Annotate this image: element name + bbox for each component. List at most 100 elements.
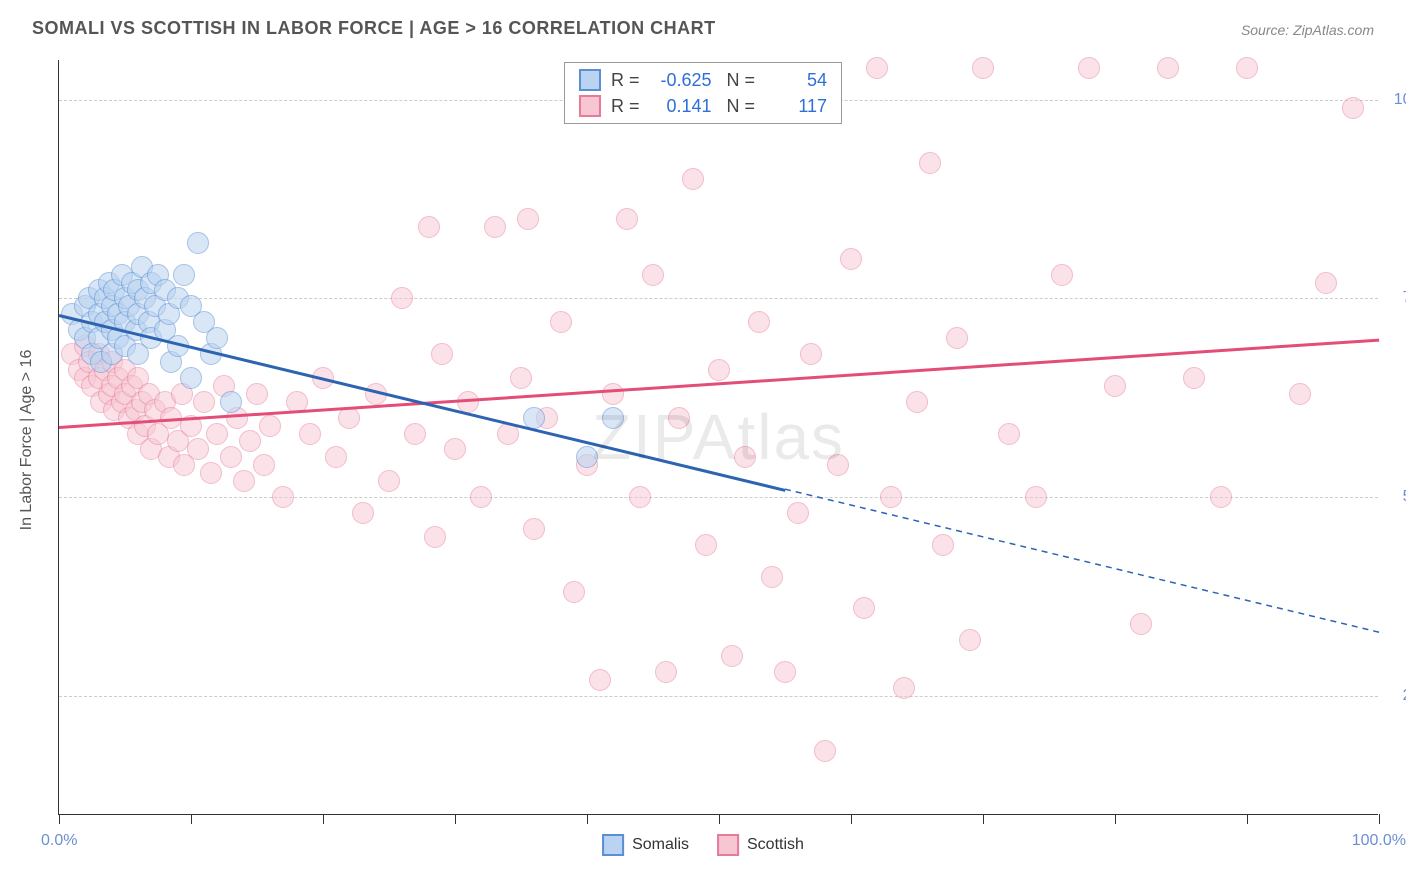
stat-r-label: R = [611, 96, 640, 117]
xtick [983, 814, 984, 824]
stats-row-somalis: R = -0.625 N = 54 [579, 69, 827, 91]
data-point-scottish [299, 423, 321, 445]
stat-r-somalis: -0.625 [650, 70, 712, 91]
data-point-scottish [932, 534, 954, 556]
data-point-scottish [206, 423, 228, 445]
legend-label-scottish: Scottish [747, 836, 804, 854]
ytick-label: 50.0% [1388, 488, 1406, 506]
data-point-scottish [1130, 613, 1152, 635]
data-point-scottish [787, 502, 809, 524]
stats-row-scottish: R = 0.141 N = 117 [579, 95, 827, 117]
data-point-scottish [1236, 57, 1258, 79]
data-point-scottish [550, 311, 572, 333]
data-point-scottish [880, 486, 902, 508]
data-point-scottish [959, 629, 981, 651]
legend-swatch-somalis [602, 834, 624, 856]
stat-n-scottish: 117 [765, 96, 827, 117]
data-point-scottish [418, 216, 440, 238]
data-point-scottish [378, 470, 400, 492]
source-attribution: Source: ZipAtlas.com [1241, 22, 1374, 38]
data-point-scottish [1051, 264, 1073, 286]
data-point-somalis [180, 367, 202, 389]
ytick-label: 75.0% [1388, 289, 1406, 307]
data-point-scottish [734, 446, 756, 468]
legend-swatch-scottish [717, 834, 739, 856]
ytick-label: 25.0% [1388, 687, 1406, 705]
watermark: ZIPAtlas [592, 400, 845, 474]
data-point-scottish [391, 287, 413, 309]
bottom-legend: Somalis Scottish [602, 834, 804, 856]
data-point-scottish [919, 152, 941, 174]
data-point-scottish [470, 486, 492, 508]
data-point-scottish [325, 446, 347, 468]
data-point-somalis [523, 407, 545, 429]
xtick [1247, 814, 1248, 824]
ytick-label: 100.0% [1388, 91, 1406, 109]
data-point-scottish [1183, 367, 1205, 389]
data-point-scottish [1078, 57, 1100, 79]
data-point-scottish [774, 661, 796, 683]
data-point-somalis [576, 446, 598, 468]
data-point-scottish [668, 407, 690, 429]
data-point-scottish [800, 343, 822, 365]
data-point-scottish [1342, 97, 1364, 119]
xtick [455, 814, 456, 824]
data-point-scottish [866, 57, 888, 79]
data-point-scottish [972, 57, 994, 79]
data-point-scottish [239, 430, 261, 452]
data-point-scottish [1315, 272, 1337, 294]
data-point-scottish [1289, 383, 1311, 405]
data-point-scottish [510, 367, 532, 389]
data-point-scottish [721, 645, 743, 667]
xtick [59, 814, 60, 824]
xtick [719, 814, 720, 824]
data-point-scottish [187, 438, 209, 460]
data-point-scottish [220, 446, 242, 468]
data-point-somalis [173, 264, 195, 286]
data-point-scottish [517, 208, 539, 230]
data-point-scottish [893, 677, 915, 699]
legend-item-somalis: Somalis [602, 834, 689, 856]
data-point-scottish [253, 454, 275, 476]
data-point-scottish [431, 343, 453, 365]
data-point-scottish [708, 359, 730, 381]
plot-area: ZIPAtlas 25.0%50.0%75.0%100.0%0.0%100.0% [58, 60, 1378, 815]
data-point-scottish [998, 423, 1020, 445]
y-axis-title: In Labor Force | Age > 16 [18, 350, 36, 531]
data-point-scottish [695, 534, 717, 556]
stat-n-label: N = [722, 70, 756, 91]
data-point-scottish [233, 470, 255, 492]
data-point-scottish [352, 502, 374, 524]
data-point-somalis [220, 391, 242, 413]
xtick [851, 814, 852, 824]
data-point-scottish [748, 311, 770, 333]
data-point-scottish [827, 454, 849, 476]
data-point-scottish [424, 526, 446, 548]
stat-r-scottish: 0.141 [650, 96, 712, 117]
stat-r-label: R = [611, 70, 640, 91]
xtick [1379, 814, 1380, 824]
swatch-somalis [579, 69, 601, 91]
gridline [59, 696, 1378, 697]
xtick [191, 814, 192, 824]
data-point-scottish [259, 415, 281, 437]
data-point-scottish [1157, 57, 1179, 79]
data-point-scottish [840, 248, 862, 270]
stat-n-label: N = [722, 96, 756, 117]
stats-legend: R = -0.625 N = 54 R = 0.141 N = 117 [564, 62, 842, 124]
gridline [59, 298, 1378, 299]
legend-label-somalis: Somalis [632, 836, 689, 854]
swatch-scottish [579, 95, 601, 117]
data-point-scottish [1210, 486, 1232, 508]
data-point-scottish [642, 264, 664, 286]
data-point-scottish [200, 462, 222, 484]
data-point-scottish [444, 438, 466, 460]
data-point-scottish [563, 581, 585, 603]
data-point-somalis [602, 407, 624, 429]
data-point-scottish [682, 168, 704, 190]
gridline [59, 497, 1378, 498]
data-point-scottish [1104, 375, 1126, 397]
data-point-somalis [206, 327, 228, 349]
xtick [1115, 814, 1116, 824]
data-point-scottish [602, 383, 624, 405]
